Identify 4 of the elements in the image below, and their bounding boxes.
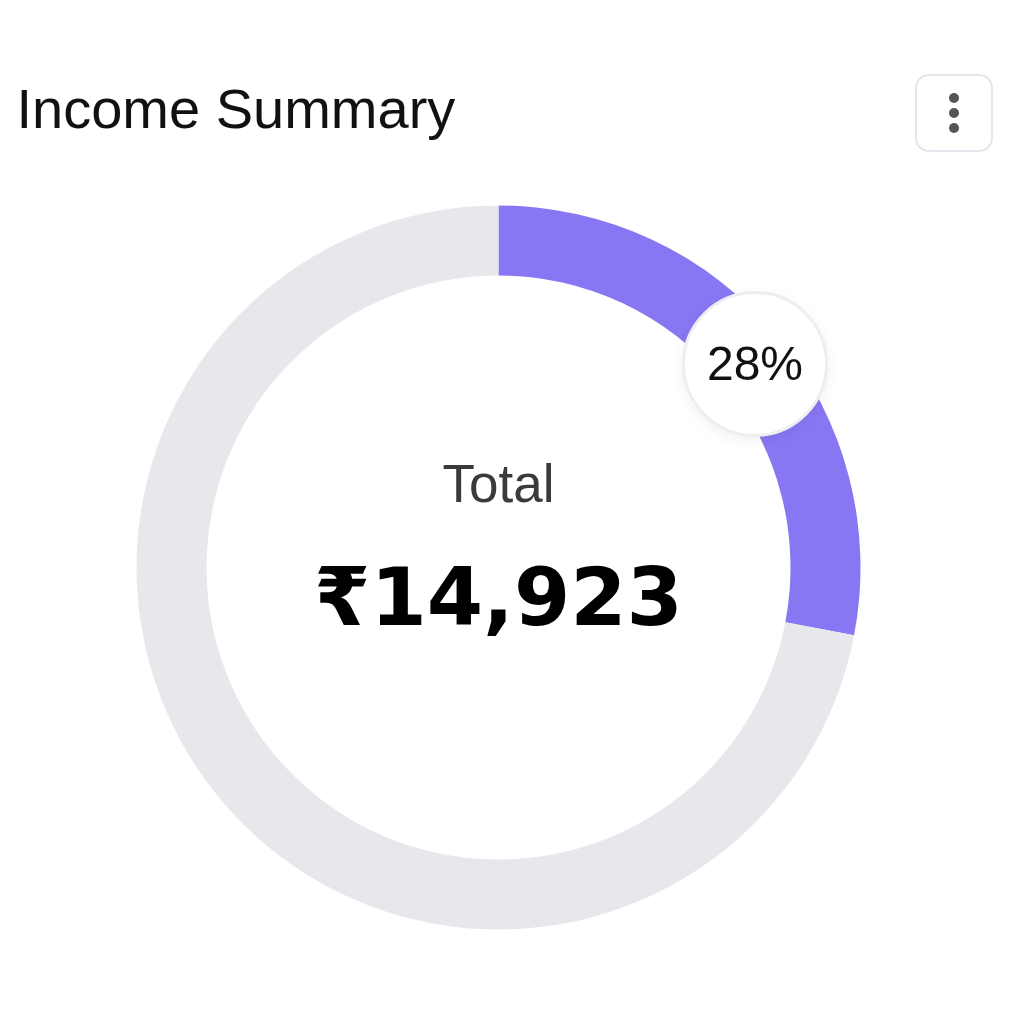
text: Total — [442, 454, 555, 513]
data-label: 28% — [682, 291, 828, 437]
chart-title: Income Summary — [16, 76, 456, 140]
text: ₹14,923 — [314, 549, 683, 644]
